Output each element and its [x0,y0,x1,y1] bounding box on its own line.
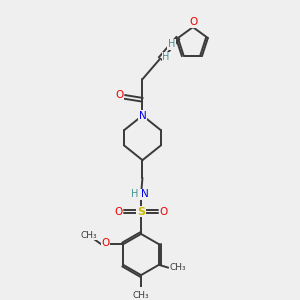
Text: N: N [141,190,148,200]
Text: O: O [116,91,124,100]
Text: O: O [159,207,167,217]
Text: O: O [189,17,198,27]
Text: H: H [131,190,138,200]
Text: N: N [139,110,146,121]
Text: CH₃: CH₃ [81,231,97,240]
Text: O: O [101,238,109,248]
Text: H: H [162,52,169,62]
Text: O: O [115,207,123,217]
Text: H: H [168,39,175,49]
Text: S: S [137,207,145,217]
Text: CH₃: CH₃ [169,263,186,272]
Text: CH₃: CH₃ [133,291,149,300]
